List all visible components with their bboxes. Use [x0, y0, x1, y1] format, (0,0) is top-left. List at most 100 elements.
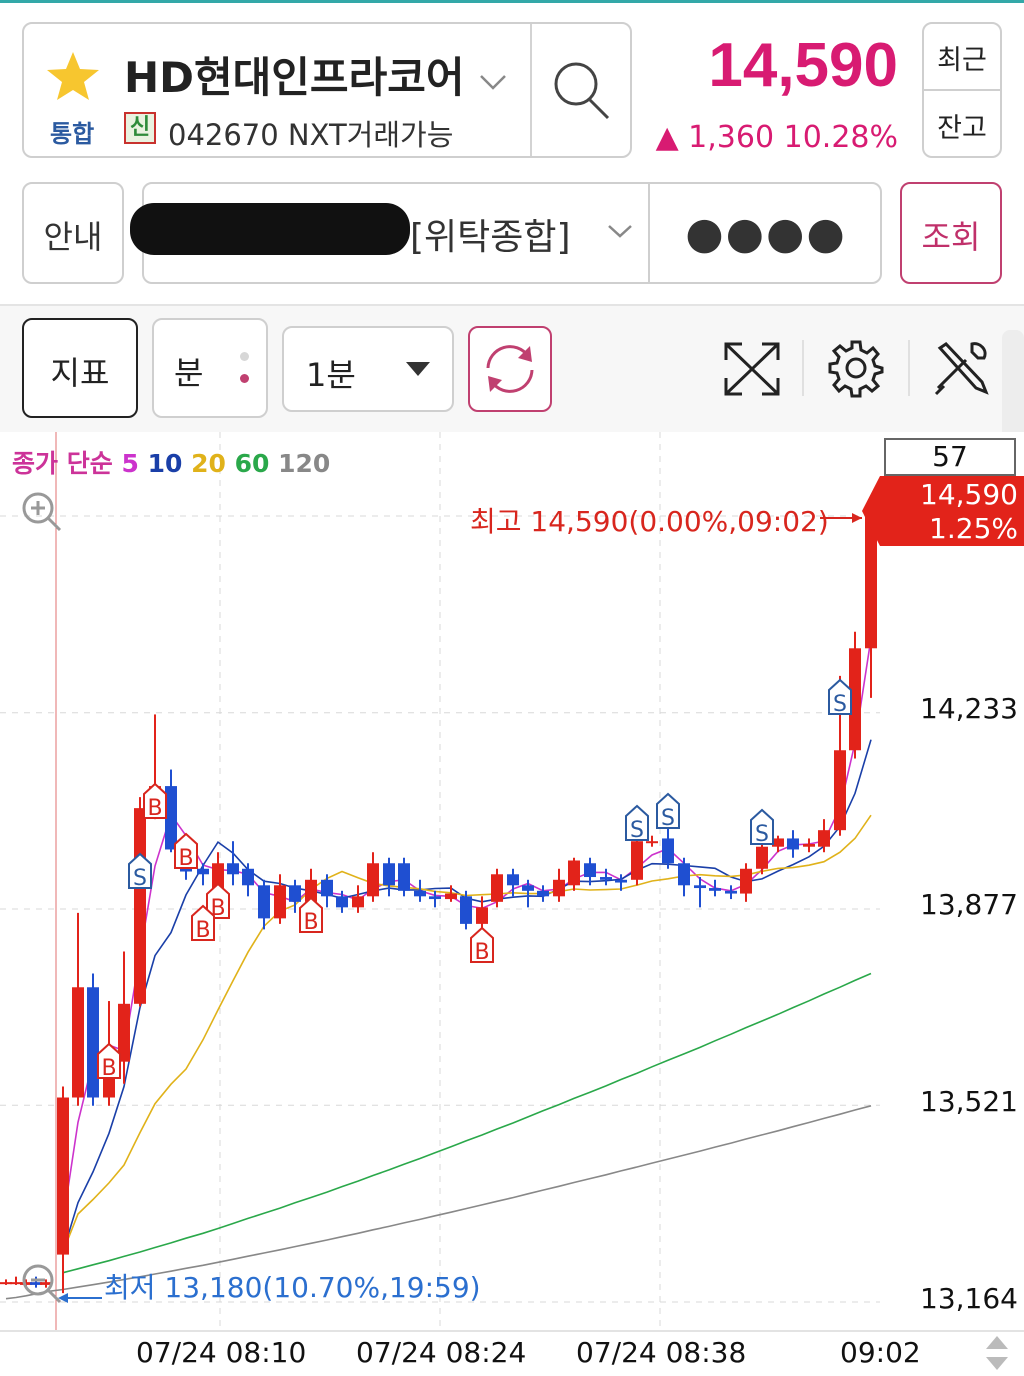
current-price-tag-rate: 1.25% [929, 512, 1018, 545]
market-label: 통합 [50, 120, 95, 148]
candle-body [615, 879, 627, 883]
buy-signal-marker [299, 896, 323, 933]
buy-signal-marker [174, 832, 198, 869]
tools-icon[interactable] [932, 338, 992, 402]
buy-signal-marker-letter: B [101, 1056, 116, 1081]
gear-icon[interactable] [826, 338, 886, 402]
candle-body [336, 896, 348, 908]
expand-icon[interactable] [720, 338, 784, 404]
x-tick-label: 07/24 08:10 [136, 1336, 307, 1369]
candle-body [849, 648, 861, 751]
candle-body [460, 896, 472, 924]
scroll-updown-icon[interactable] [984, 1334, 1010, 1376]
divider [802, 340, 804, 396]
candle-body [367, 863, 379, 897]
candle-body [40, 1282, 52, 1285]
ma60-line [62, 972, 872, 1274]
candle-body [30, 1282, 42, 1285]
candle-body [553, 879, 565, 897]
candle-body [165, 786, 177, 850]
x-tick-label: 09:02 [840, 1336, 921, 1369]
candle-body [537, 890, 549, 897]
candle-body [662, 838, 674, 864]
zoom-out-icon[interactable] [20, 1262, 62, 1308]
divider [648, 184, 650, 282]
candle-body [274, 885, 286, 919]
chevron-down-icon[interactable] [606, 222, 634, 244]
account-type: [위탁종합] [410, 217, 571, 258]
candle-body [507, 874, 519, 886]
candle-body [476, 907, 488, 924]
divider [0, 304, 1024, 306]
buy-signal-marker-letter: B [195, 918, 210, 943]
candle-body [600, 877, 612, 880]
candle-body [631, 841, 643, 880]
candle-body [87, 987, 99, 1098]
divider [924, 89, 1000, 91]
candle-body [352, 896, 364, 908]
dropdown-arrow-icon [406, 362, 430, 376]
candle-body [383, 863, 395, 886]
password-field[interactable]: ●●●● [685, 208, 847, 259]
candle-body [709, 888, 721, 891]
buy-signal-marker-letter: B [147, 796, 162, 821]
legend-item: 20 [191, 449, 226, 478]
candle-body [646, 841, 658, 844]
candle-body [584, 863, 596, 878]
candle-body [197, 868, 209, 875]
recent-button[interactable]: 최근 [937, 45, 987, 76]
candle-body [258, 885, 270, 919]
price-axis [880, 432, 1024, 1330]
guide-label: 안내 [43, 218, 103, 256]
candle-body [725, 890, 737, 894]
query-button[interactable] [900, 182, 1002, 284]
x-tick-label: 07/24 08:38 [576, 1336, 747, 1369]
current-price-tag-price: 14,590 [920, 478, 1018, 511]
buy-signal-marker [470, 926, 494, 963]
x-tick-label: 07/24 08:24 [356, 1336, 527, 1369]
price-change: ▲ 1,360 10.28% [655, 120, 898, 155]
ma120-line [5, 1105, 872, 1300]
favorite-star-icon[interactable] [44, 50, 102, 106]
zoom-in-icon[interactable] [20, 490, 62, 536]
candle-body [414, 890, 426, 897]
search-icon[interactable] [552, 58, 612, 126]
indicator-button[interactable] [22, 318, 138, 418]
chevron-down-icon[interactable] [478, 72, 508, 96]
query-label: 조회 [921, 218, 981, 256]
balance-button[interactable]: 잔고 [937, 113, 987, 144]
buy-signal-marker-letter: B [210, 896, 225, 921]
minute-button[interactable] [152, 318, 268, 418]
current-price-tag [880, 476, 1024, 546]
legend-item: 5 [121, 449, 139, 478]
dot-icon [240, 352, 249, 361]
y-tick-label: 14,233 [920, 692, 1018, 725]
volume-value: 57 [932, 440, 968, 473]
candle-body [242, 868, 254, 886]
interval-select[interactable] [282, 326, 454, 412]
candle-body [694, 885, 706, 889]
candle-body [568, 860, 580, 886]
redacted-account-number [130, 203, 410, 255]
candle-body [756, 846, 768, 869]
sell-signal-marker [128, 852, 152, 889]
scrollbar[interactable] [1002, 330, 1024, 440]
top-accent-line [0, 0, 1024, 3]
refresh-button[interactable] [468, 326, 552, 412]
ma-legend: 종가 단순 5 10 20 60 120 [12, 444, 330, 480]
candle-body [803, 843, 815, 847]
divider [530, 24, 532, 156]
stock-code: 042670 NXT거래가능 [168, 118, 454, 152]
candle-body [398, 863, 410, 891]
candle-body [491, 874, 503, 902]
guide-button[interactable] [22, 182, 124, 284]
candle-body [740, 868, 752, 894]
sell-signal-marker [750, 808, 774, 845]
credit-badge: 신 [124, 112, 156, 144]
candle-body [0, 1282, 12, 1285]
sell-signal-marker [625, 804, 649, 841]
candle-body [10, 1282, 22, 1285]
high-arrow-head [852, 513, 862, 523]
legend-prefix: 종가 단순 [12, 449, 113, 478]
